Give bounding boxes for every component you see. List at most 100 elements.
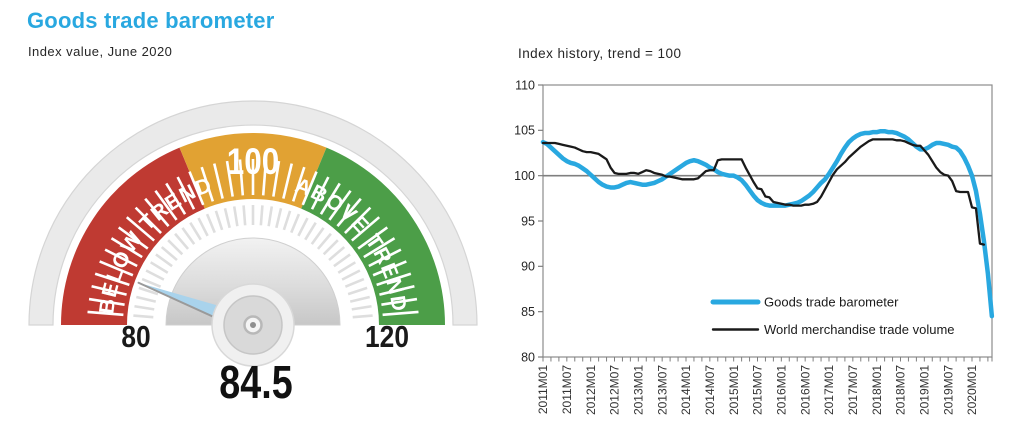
legend-label: World merchandise trade volume	[764, 322, 955, 337]
gauge-tick	[376, 272, 412, 287]
gauge-tick	[117, 226, 149, 250]
gauge-tick	[176, 176, 196, 210]
gauge-tick	[261, 159, 268, 196]
x-axis-label: 2012M01	[584, 365, 598, 415]
gauge-inner-tick	[136, 295, 157, 303]
gauge-inner-tick	[347, 286, 368, 296]
gauge-tick	[212, 163, 224, 199]
gauge-label-100: 100	[227, 142, 279, 183]
gauge-inner-tick	[138, 286, 159, 296]
gauge-tick	[272, 160, 281, 197]
gauge-inner-tick	[189, 222, 202, 241]
gauge-inner-tick	[167, 239, 184, 256]
gauge-inner-tick	[304, 222, 317, 241]
y-axis-label: 95	[521, 214, 535, 228]
x-axis-label: 2017M01	[822, 365, 836, 415]
x-axis-label: 2014M01	[679, 365, 693, 415]
gauge-tick	[363, 237, 396, 259]
x-axis-label: 2016M07	[798, 365, 812, 415]
gauge-inner-tick	[337, 261, 356, 274]
x-axis-label: 2016M01	[775, 365, 789, 415]
gauge-inner-tick	[328, 246, 346, 262]
y-axis-label: 80	[521, 350, 535, 364]
gauge: 100 BELOW TREND ABOVE TREND 80 120 84.5	[28, 100, 478, 408]
gauge-tick	[382, 310, 419, 317]
gauge-tick	[225, 160, 234, 197]
x-axis-label: 2019M07	[941, 365, 955, 415]
gauge-outer-ring	[28, 100, 478, 326]
x-axis-label: 2018M07	[894, 365, 908, 415]
gauge-tick	[291, 166, 306, 202]
y-axis-label: 85	[521, 305, 535, 319]
gauge-inner-tick	[160, 246, 178, 262]
gauge-inner-tick	[134, 304, 155, 311]
gauge-knob-pin-dot	[250, 322, 256, 328]
x-axis-label: 2019M01	[918, 365, 932, 415]
gauge-inner-tick	[333, 253, 351, 268]
gauge-tick	[301, 171, 318, 206]
gauge-tick	[94, 272, 130, 287]
gauge-inner-tick	[310, 227, 325, 245]
gauge-tick	[134, 206, 162, 234]
gauge-tick	[104, 248, 138, 268]
gauge-tick	[165, 182, 187, 215]
x-axis-label: 2011M01	[536, 365, 550, 414]
gauge-tick	[357, 226, 389, 250]
x-axis-label: 2018M01	[870, 365, 884, 415]
gauge-inner-tick	[322, 239, 339, 256]
gauge-tick	[368, 248, 402, 268]
gauge-tick	[351, 216, 381, 242]
chart-legend: Goods trade barometer World merchandise t…	[710, 295, 955, 337]
x-axis-label: 2011M07	[560, 365, 574, 414]
series-line-trade-volume	[541, 138, 986, 246]
legend-label: Goods trade barometer	[764, 295, 899, 310]
gauge-tick	[336, 197, 362, 227]
y-axis-label: 100	[514, 169, 535, 183]
gauge-inner-tick	[197, 217, 209, 237]
plot-border	[542, 84, 993, 358]
gauge-value: 84.5	[219, 356, 292, 407]
gauge-tick	[310, 176, 330, 210]
page-subtitle: Index value, June 2020	[28, 44, 173, 59]
gauge-inner-tick	[232, 206, 239, 227]
gauge-min-label: 80	[121, 320, 150, 354]
gauge-inner-tick	[141, 277, 162, 288]
gauge-inner-tick	[282, 210, 292, 231]
gauge-inner-tick	[150, 261, 169, 274]
gauge-inner-tick	[349, 295, 370, 303]
x-axis-label: 2015M01	[727, 365, 741, 415]
gauge-inner-tick	[181, 227, 196, 245]
chart-plot-area	[542, 84, 993, 358]
gauge-inner-tick	[174, 232, 190, 250]
gauge-inner-tick	[344, 277, 365, 288]
gauge-tick	[125, 216, 155, 242]
chart-axes: 80 85 90 95 100 105 110 2011M01 2011M07 2012M01 20…	[514, 78, 993, 415]
x-axis-label: 2017M07	[846, 365, 860, 415]
gauge-inner-tick	[205, 213, 216, 234]
gauge-inner-tick	[242, 205, 247, 226]
gauge-knob	[211, 283, 295, 367]
gauge-tick	[99, 260, 134, 277]
x-axis-label: 2012M07	[608, 365, 622, 415]
gauge-inner-tick	[290, 213, 301, 234]
y-axis-label: 110	[515, 78, 535, 92]
gauge-inner-tick	[297, 217, 309, 237]
gauge-tick	[188, 171, 205, 206]
gauge-tick	[379, 284, 415, 296]
gauge-tick	[87, 310, 124, 317]
gauge-inner-tick	[341, 269, 361, 281]
y-axis-label: 90	[521, 260, 535, 274]
x-axis-label: 2013M07	[655, 365, 669, 415]
gauge-inner-tick	[275, 208, 283, 229]
x-axis-label: 2020M01	[965, 365, 979, 415]
gauge-inner-tick	[214, 210, 224, 231]
gauge-inner-tick	[155, 253, 173, 268]
gauge-tick	[238, 159, 245, 196]
gauge-tick	[200, 166, 215, 202]
gauge-inner-tick	[351, 304, 372, 311]
index-history-chart: 80 85 90 95 100 105 110 2011M01 2011M07 2012M01 20…	[514, 78, 995, 415]
gauge-tick	[88, 297, 125, 306]
gauge-inner-tick	[223, 208, 231, 229]
gauge-tick	[344, 206, 372, 234]
